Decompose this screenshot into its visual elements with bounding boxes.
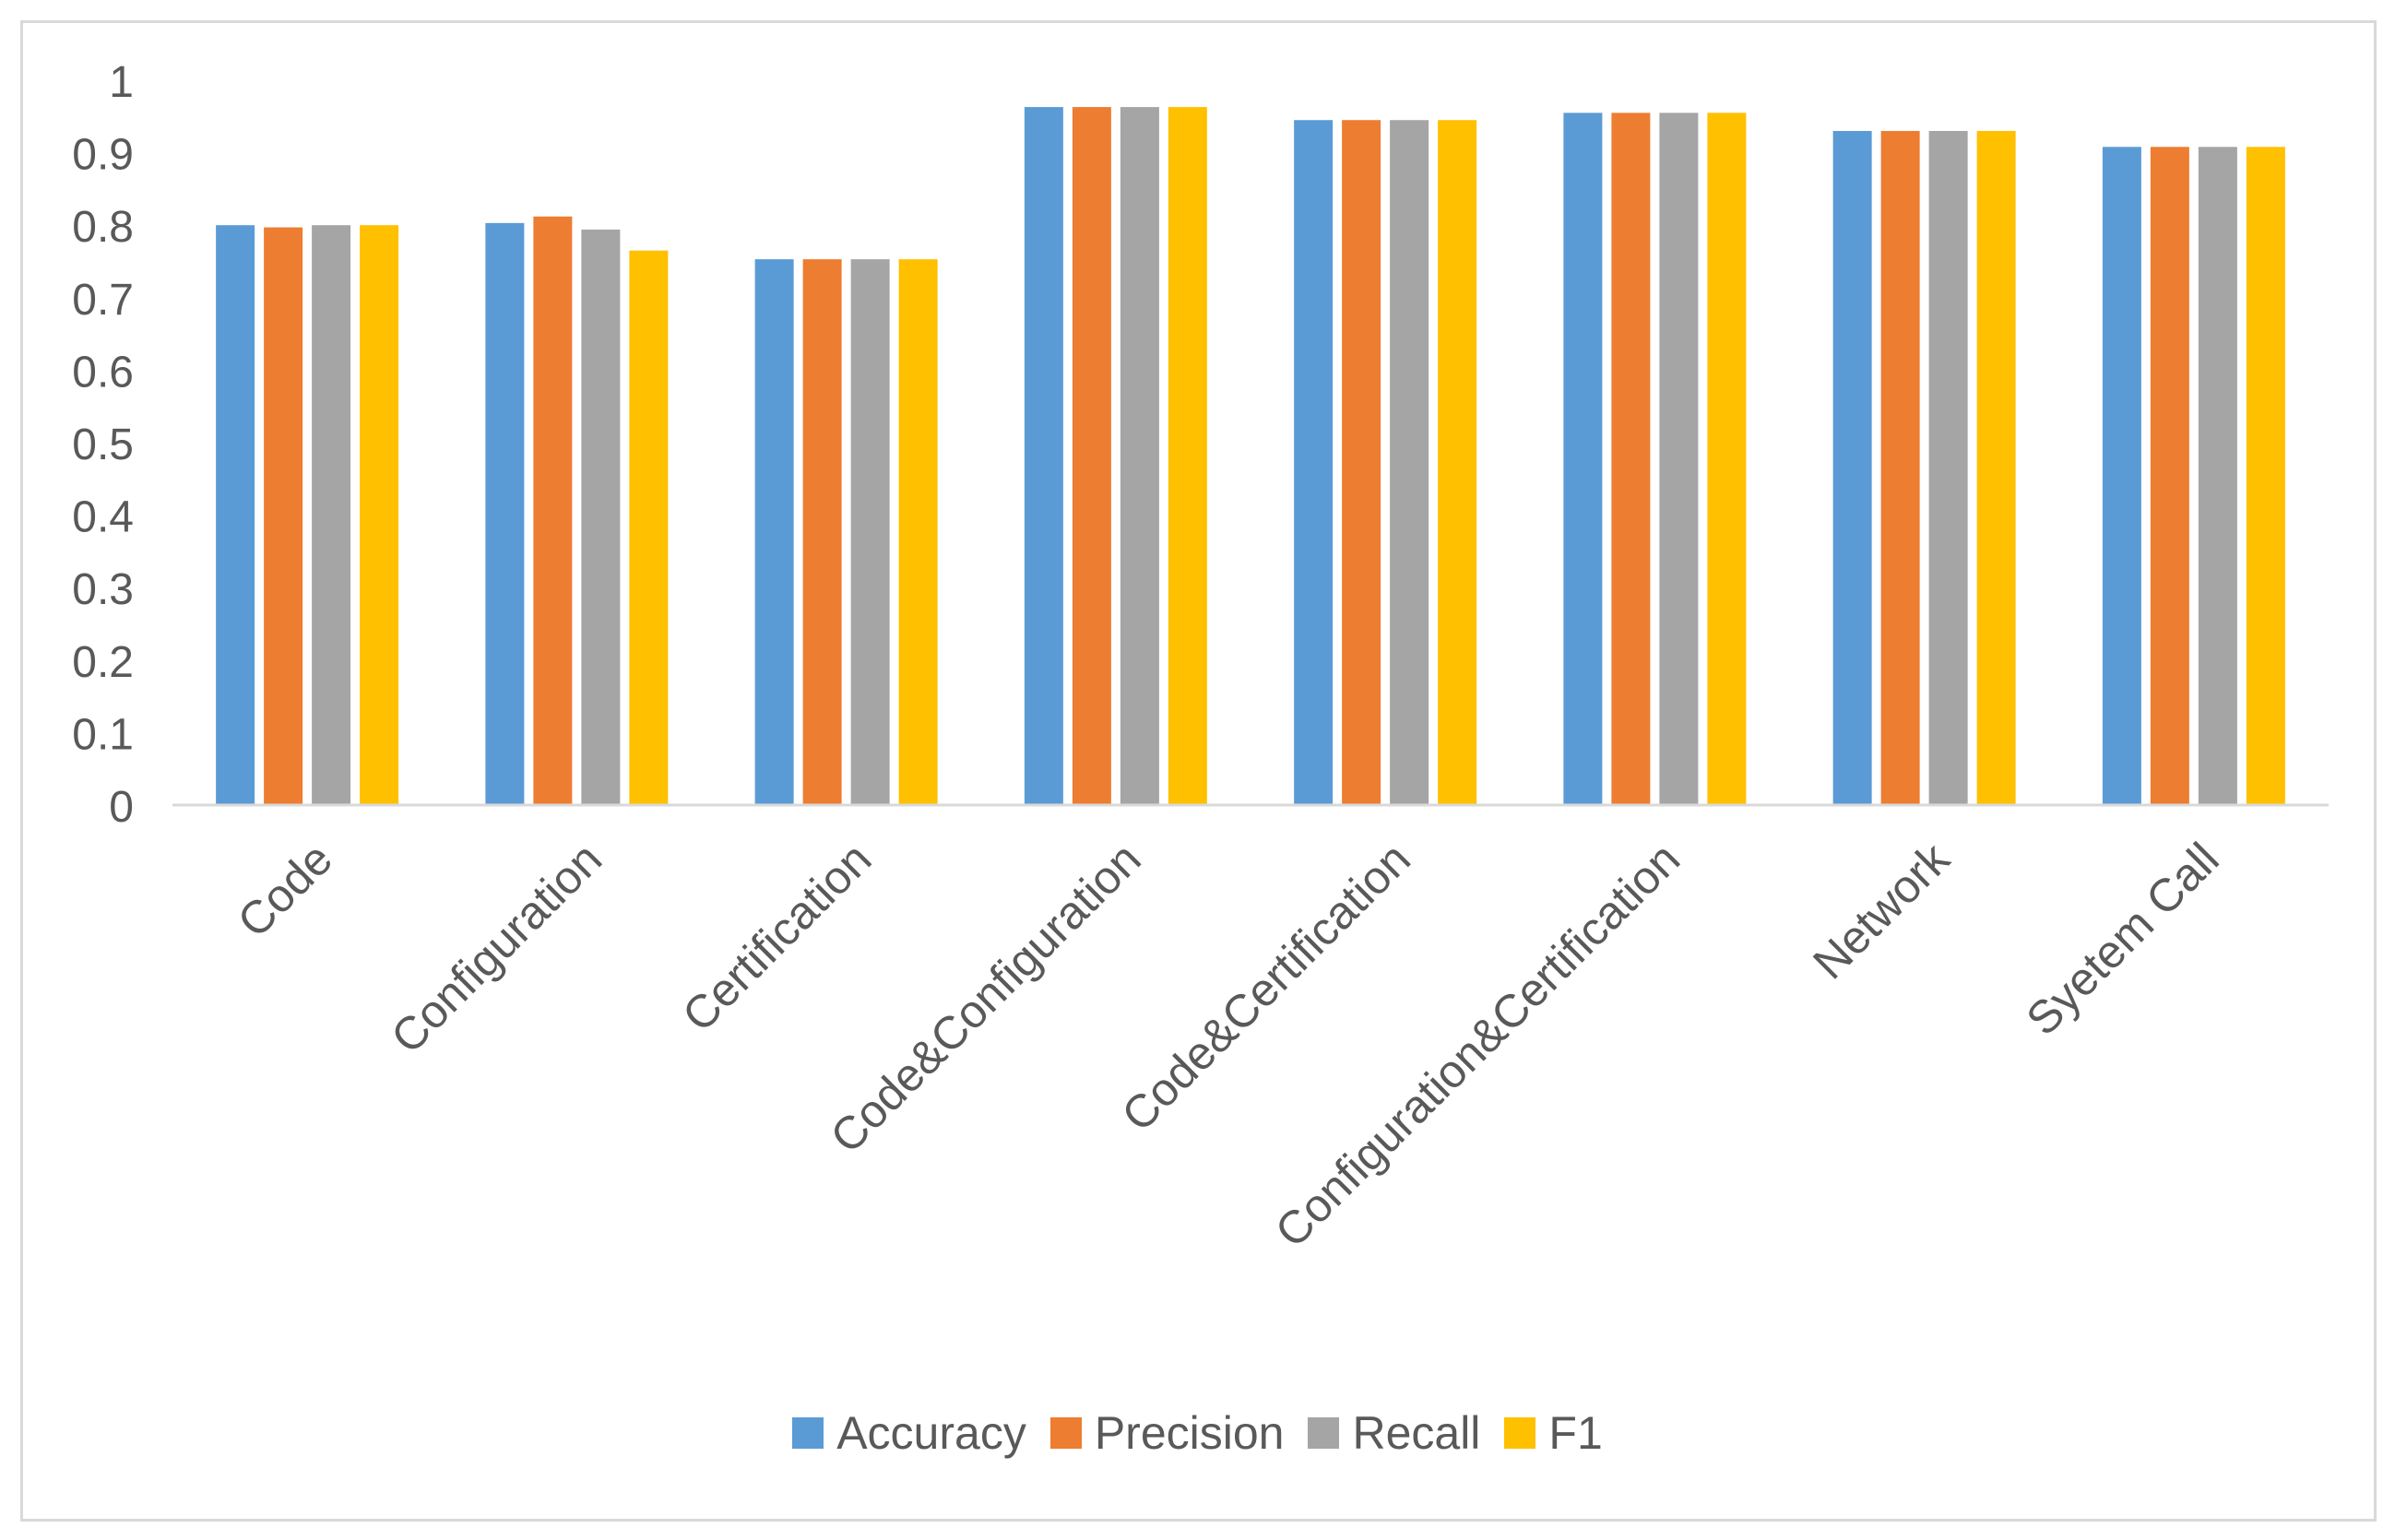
bar-precision-4 [1342, 120, 1381, 806]
bar-precision-0 [264, 227, 303, 806]
x-tick-label: Network [1803, 832, 1960, 989]
bar-f1-7 [2246, 147, 2285, 805]
legend-swatch [1049, 1417, 1082, 1449]
y-axis-ticks: 0 0.1 0.2 0.3 0.4 0.5 0.6 0.7 0.8 0.9 1 [72, 58, 134, 832]
bar-recall-2 [850, 259, 890, 806]
bar-f1-3 [1168, 107, 1207, 805]
bar-f1-4 [1438, 120, 1477, 806]
bars [216, 107, 2285, 806]
legend-label: F1 [1548, 1407, 1603, 1459]
legend-label: Precision [1094, 1407, 1285, 1459]
legend-swatch [1504, 1417, 1536, 1449]
y-tick-label: 0.7 [72, 276, 134, 325]
bar-recall-0 [312, 225, 351, 805]
bar-accuracy-2 [754, 259, 794, 806]
y-tick-label: 0.2 [72, 638, 134, 687]
y-tick-label: 0 [109, 783, 134, 832]
bar-recall-5 [1659, 113, 1699, 806]
bar-precision-2 [802, 259, 842, 806]
y-tick-label: 0.6 [72, 348, 134, 397]
bar-accuracy-4 [1294, 120, 1334, 806]
legend-label: Recall [1352, 1407, 1481, 1459]
x-tick-label: Certification [672, 833, 881, 1041]
bar-accuracy-3 [1024, 107, 1063, 805]
bar-f1-6 [1976, 131, 2016, 805]
y-tick-label: 0.5 [72, 421, 134, 469]
legend-label: Accuracy [836, 1407, 1026, 1459]
legend-item-recall: Recall [1308, 1406, 1480, 1460]
bar-f1-0 [360, 225, 399, 805]
bar-precision-5 [1611, 113, 1651, 806]
x-tick-label: Syetem Call [2016, 833, 2228, 1045]
bar-accuracy-5 [1563, 113, 1603, 806]
legend-swatch [792, 1417, 824, 1449]
bar-recall-6 [1928, 131, 1968, 805]
bar-accuracy-0 [216, 225, 255, 805]
bar-precision-1 [533, 216, 573, 805]
y-tick-label: 0.4 [72, 493, 134, 542]
bar-recall-7 [2198, 147, 2237, 805]
legend: Accuracy Precision Recall F1 [0, 1406, 2395, 1460]
x-tick-label: Configuration [381, 833, 611, 1063]
legend-item-f1: F1 [1504, 1406, 1603, 1460]
legend-item-accuracy: Accuracy [792, 1406, 1026, 1460]
legend-swatch [1308, 1417, 1340, 1449]
legend-item-precision: Precision [1049, 1406, 1285, 1460]
bar-recall-1 [581, 229, 621, 805]
bar-accuracy-7 [2102, 147, 2141, 805]
y-tick-label: 0.9 [72, 131, 134, 180]
bar-precision-7 [2150, 147, 2189, 805]
bar-precision-3 [1072, 107, 1111, 805]
bar-precision-6 [1880, 131, 1920, 805]
y-tick-label: 0.8 [72, 203, 134, 252]
bar-recall-4 [1390, 120, 1429, 806]
y-tick-label: 0.1 [72, 710, 134, 759]
bar-f1-2 [898, 259, 938, 806]
x-tick-label: Code [228, 833, 342, 947]
y-tick-label: 0.3 [72, 565, 134, 614]
bar-f1-1 [629, 250, 669, 806]
x-tick-label: Code&Configuration [821, 833, 1151, 1163]
x-tick-label: Code&Certification [1112, 833, 1420, 1141]
bar-accuracy-1 [485, 222, 525, 806]
x-axis-labels: Code Configuration CertificationCode&Confi… [228, 832, 2229, 1257]
bar-accuracy-6 [1832, 131, 1872, 805]
bar-recall-3 [1120, 107, 1159, 805]
y-tick-label: 1 [109, 58, 134, 107]
bar-f1-5 [1707, 113, 1747, 806]
